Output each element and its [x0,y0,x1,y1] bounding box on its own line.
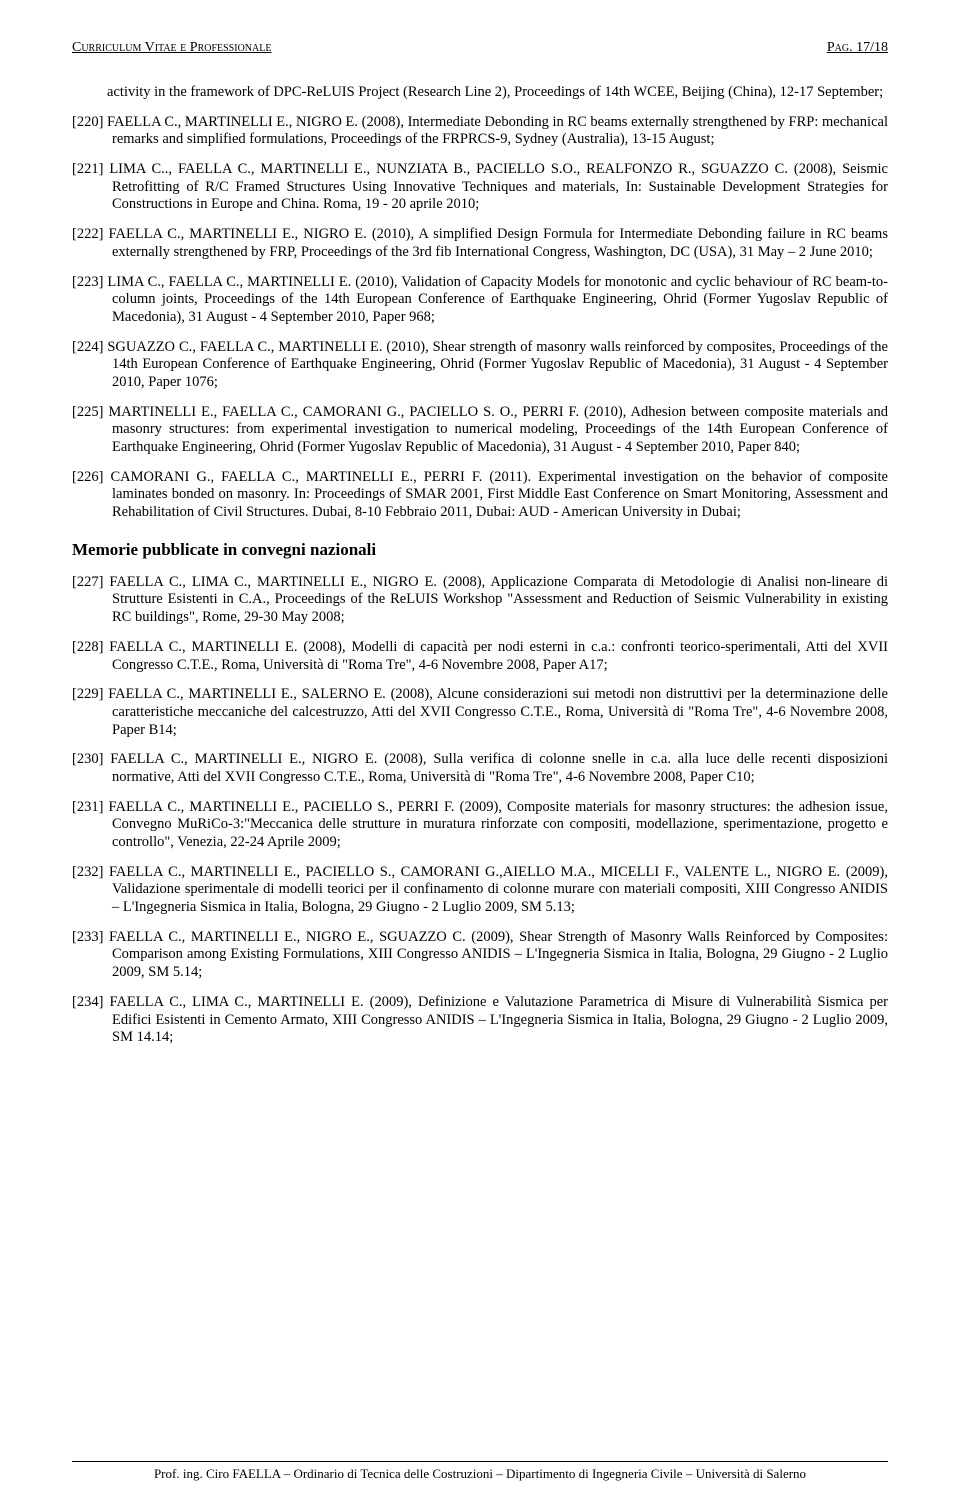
reference-entry: [220] FAELLA C., MARTINELLI E., NIGRO E.… [72,114,888,149]
reference-entry: [223] LIMA C., FAELLA C., MARTINELLI E. … [72,274,888,327]
reference-key: [231] [72,799,109,815]
reference-key: [233] [72,929,109,945]
reference-entry: [234] FAELLA C., LIMA C., MARTINELLI E. … [72,994,888,1047]
reference-key: [225] [72,404,108,420]
reference-key: [221] [72,161,109,177]
reference-text: FAELLA C., LIMA C., MARTINELLI E., NIGRO… [109,574,888,625]
reference-text: FAELLA C., MARTINELLI E., NIGRO E., SGUA… [109,929,888,980]
reference-entry: [227] FAELLA C., LIMA C., MARTINELLI E.,… [72,574,888,627]
reference-key: [223] [72,274,107,290]
reference-entry: [232] FAELLA C., MARTINELLI E., PACIELLO… [72,864,888,917]
reference-key: [229] [72,686,108,702]
reference-entry: [230] FAELLA C., MARTINELLI E., NIGRO E.… [72,751,888,786]
reference-text: FAELLA C., MARTINELLI E., PACIELLO S., P… [109,799,888,850]
reference-text: MARTINELLI E., FAELLA C., CAMORANI G., P… [108,404,888,455]
reference-text: FAELLA C., MARTINELLI E., NIGRO E. (2008… [107,114,888,148]
reference-text: FAELLA C., MARTINELLI E., NIGRO E. (2010… [109,226,888,260]
reference-entry: [225] MARTINELLI E., FAELLA C., CAMORANI… [72,404,888,457]
reference-text: LIMA C.., FAELLA C., MARTINELLI E., NUNZ… [109,161,888,212]
reference-entry: [233] FAELLA C., MARTINELLI E., NIGRO E.… [72,929,888,982]
header-right: Pag. 17/18 [827,40,888,56]
reference-text: FAELLA C., LIMA C., MARTINELLI E. (2009)… [109,994,888,1045]
reference-key: [220] [72,114,107,130]
reference-entry: [231] FAELLA C., MARTINELLI E., PACIELLO… [72,799,888,852]
reference-key: [226] [72,469,110,485]
reference-text: FAELLA C., MARTINELLI E., PACIELLO S., C… [109,864,888,915]
reference-entry: [229] FAELLA C., MARTINELLI E., SALERNO … [72,686,888,739]
reference-entry: [226] CAMORANI G., FAELLA C., MARTINELLI… [72,469,888,522]
reference-key: [230] [72,751,110,767]
reference-entry: [221] LIMA C.., FAELLA C., MARTINELLI E.… [72,161,888,214]
reference-text: FAELLA C., MARTINELLI E., SALERNO E. (20… [108,686,888,737]
section-heading: Memorie pubblicate in convegni nazionali [72,540,888,560]
reference-entry: [224] SGUAZZO C., FAELLA C., MARTINELLI … [72,339,888,392]
reference-entry: [222] FAELLA C., MARTINELLI E., NIGRO E.… [72,226,888,261]
page-footer: Prof. ing. Ciro FAELLA – Ordinario di Te… [72,1461,888,1482]
reference-key: [224] [72,339,107,355]
reference-key: [227] [72,574,109,590]
reference-entry: [228] FAELLA C., MARTINELLI E. (2008), M… [72,639,888,674]
reference-text: FAELLA C., MARTINELLI E., NIGRO E. (2008… [110,751,888,785]
reference-text: SGUAZZO C., FAELLA C., MARTINELLI E. (20… [107,339,888,390]
reference-key: [234] [72,994,109,1010]
continuation-paragraph: [000] activity in the framework of DPC-R… [72,84,888,102]
reference-key: [232] [72,864,109,880]
reference-key: [228] [72,639,109,655]
header-left: Curriculum Vitae e Professionale [72,40,271,56]
reference-text: FAELLA C., MARTINELLI E. (2008), Modelli… [109,639,888,673]
continuation-text: activity in the framework of DPC-ReLUIS … [107,84,883,100]
reference-text: LIMA C., FAELLA C., MARTINELLI E. (2010)… [107,274,888,325]
reference-key: [222] [72,226,109,242]
page-header: Curriculum Vitae e Professionale Pag. 17… [72,40,888,56]
reference-text: CAMORANI G., FAELLA C., MARTINELLI E., P… [110,469,888,520]
